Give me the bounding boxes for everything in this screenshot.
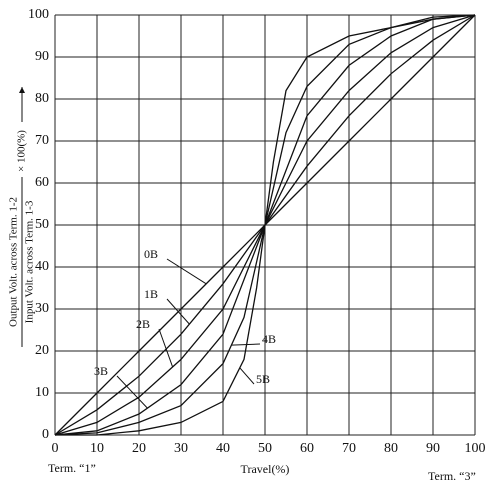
series-label: 1B: [144, 287, 158, 301]
y-tick-label: 60: [35, 175, 49, 190]
y-tick-label: 0: [42, 427, 49, 442]
y-tick-label: 10: [35, 385, 49, 400]
y-tick-label: 80: [35, 91, 49, 106]
leader-line: [166, 258, 207, 285]
x-tick-label: 50: [258, 441, 272, 456]
x-tick-label: 90: [426, 441, 440, 456]
y-label-denominator: Input Volt. across Term. 1-3: [24, 200, 36, 323]
y-tick-label: 40: [35, 259, 49, 274]
y-label-numerator: Output Volt. across Term. 1-2: [8, 197, 20, 327]
x-tick-label: 70: [342, 441, 356, 456]
leader-line: [166, 298, 190, 325]
x-tick-label: 100: [465, 441, 486, 456]
x-end-label: Term. “3”: [428, 469, 476, 483]
y-tick-label: 90: [35, 49, 49, 64]
y-tick-label: 70: [35, 133, 49, 148]
y-tick-label: 50: [35, 217, 49, 232]
arrow-head: [19, 87, 25, 93]
leader-line: [231, 343, 261, 346]
y-tick-label: 100: [28, 7, 49, 22]
y-label-suffix: × 100(%): [16, 130, 28, 172]
leader-line: [116, 375, 148, 409]
x-tick-label: 30: [174, 441, 188, 456]
curve: [55, 14, 476, 436]
y-tick-label: 20: [35, 343, 49, 358]
y-axis-label: Output Volt. across Term. 1-2 Input Volt…: [8, 87, 36, 347]
series-label: 3B: [94, 364, 108, 378]
series-label: 5B: [256, 372, 270, 386]
x-tick-label: 20: [132, 441, 146, 456]
x-tick-label: 60: [300, 441, 314, 456]
series-label: 2B: [136, 317, 150, 331]
x-tick-label: 80: [384, 441, 398, 456]
series-label: 4B: [262, 332, 276, 346]
series-label: 0B: [144, 247, 158, 261]
x-axis-label: Travel(%): [241, 462, 290, 476]
x-tick-label: 0: [52, 441, 59, 456]
leader-line: [158, 328, 174, 368]
leader-line: [239, 367, 255, 385]
x-tick-label: 10: [90, 441, 104, 456]
y-tick-label: 30: [35, 301, 49, 316]
x-tick-label: 40: [216, 441, 230, 456]
x-start-label: Term. “1”: [48, 461, 96, 475]
